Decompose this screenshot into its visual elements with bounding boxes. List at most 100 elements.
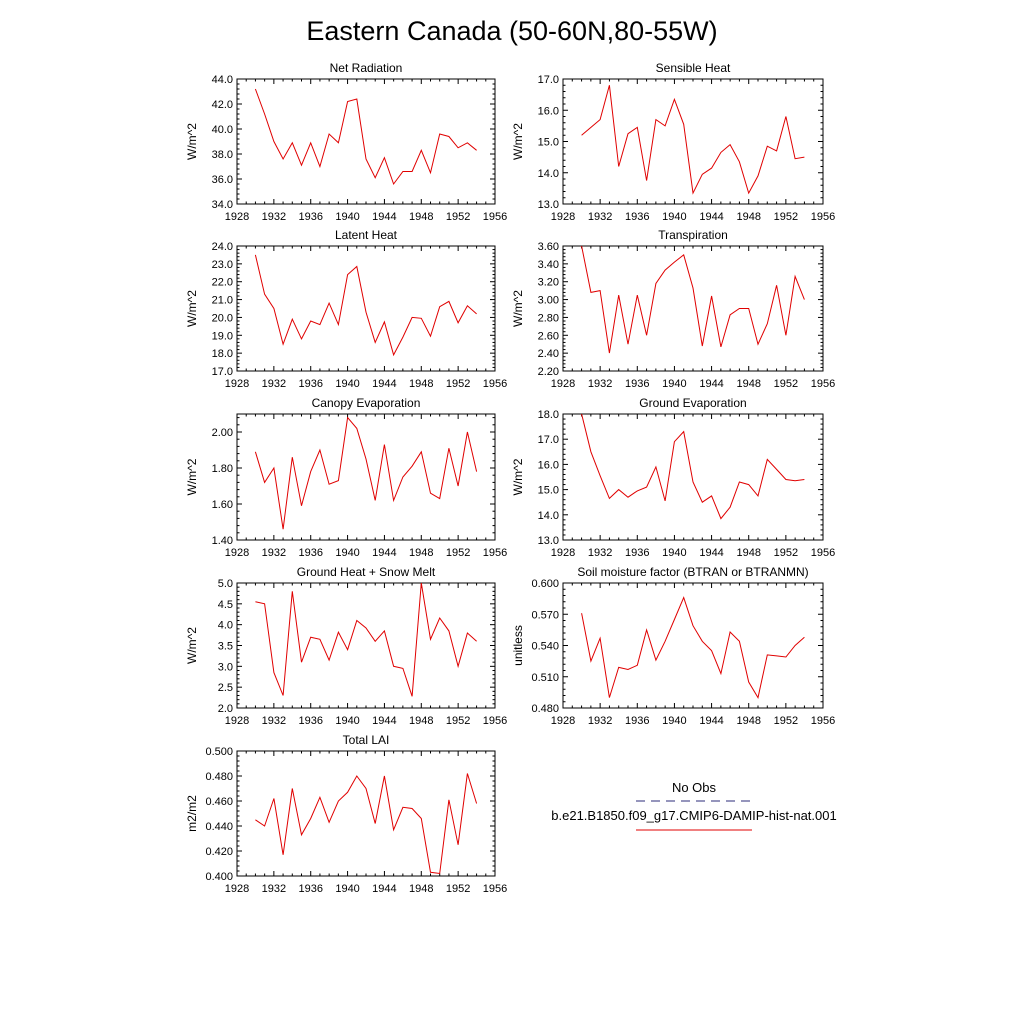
plot-frame	[236, 245, 496, 372]
y-tick-label: 21.0	[212, 295, 233, 307]
chart-panel: Latent Heat W/m^2 1928 1932 1936 1940 1944 1948…	[185, 228, 507, 390]
x-tick-label: 1948	[736, 211, 760, 223]
y-tick-label: 34.0	[212, 199, 233, 211]
x-tick-label: 1956	[483, 883, 507, 895]
x-tick-label: 1936	[298, 547, 322, 559]
x-tick-label: 1936	[298, 211, 322, 223]
y-tick-label: 0.480	[205, 771, 233, 783]
x-tick-label: 1944	[372, 715, 396, 727]
series-line	[581, 245, 805, 354]
y-tick-label: 15.0	[538, 485, 559, 497]
y-axis-label: W/m^2	[511, 123, 525, 160]
chart-panel: Ground Heat + Snow Melt W/m^2 1928 1932 1936…	[185, 565, 507, 727]
chart-panel: Sensible Heat W/m^2 1928 1932 1936 1940 1944 19…	[511, 61, 835, 223]
y-axis-label: W/m^2	[185, 627, 199, 664]
x-tick-label: 1944	[372, 378, 396, 390]
y-tick-label: 14.0	[538, 510, 559, 522]
x-tick-label: 1932	[262, 715, 286, 727]
y-tick-label: 0.500	[205, 746, 233, 758]
y-tick-label: 14.0	[538, 168, 559, 180]
x-tick-label: 1952	[774, 211, 798, 223]
x-tick-label: 1940	[662, 378, 686, 390]
x-tick-label: 1932	[588, 715, 612, 727]
x-tick-label: 1956	[811, 211, 835, 223]
x-tick-label: 1956	[483, 211, 507, 223]
x-tick-label: 1928	[225, 547, 249, 559]
chart-panels: Net Radiation W/m^2 1928 1932 1936 1940 1944 19…	[185, 61, 835, 895]
series-line	[255, 773, 478, 875]
y-tick-label: 20.0	[212, 312, 233, 324]
x-tick-label: 1940	[335, 715, 359, 727]
figure-title: Eastern Canada (50-60N,80-55W)	[306, 16, 717, 46]
y-tick-label: 0.570	[531, 609, 559, 621]
x-tick-label: 1936	[298, 715, 322, 727]
panel-title: Transpiration	[658, 228, 728, 242]
y-tick-label: 3.60	[538, 241, 559, 253]
y-axis-label: m2/m2	[185, 795, 199, 832]
series-line	[255, 582, 477, 697]
chart-panel: Canopy Evaporation W/m^2 1928 1932 1936 1940 1…	[185, 396, 507, 559]
x-tick-label: 1944	[372, 883, 396, 895]
x-tick-label: 1948	[736, 378, 760, 390]
y-axis-label: W/m^2	[511, 290, 525, 327]
y-tick-label: 22.0	[212, 277, 233, 289]
x-tick-label: 1940	[662, 715, 686, 727]
x-tick-label: 1944	[699, 211, 723, 223]
panel-title: Ground Evaporation	[639, 396, 746, 410]
x-tick-label: 1944	[699, 378, 723, 390]
x-tick-label: 1940	[335, 211, 359, 223]
y-tick-label: 0.600	[531, 578, 559, 590]
y-tick-label: 44.0	[212, 74, 233, 86]
x-tick-label: 1948	[409, 547, 433, 559]
x-tick-label: 1948	[736, 547, 760, 559]
chart-panel: Total LAI m2/m2 1928 1932 1936 1940 1944 1948 19…	[185, 733, 507, 895]
y-tick-label: 23.0	[212, 259, 233, 271]
legend-label-model: b.e21.B1850.f09_g17.CMIP6-DAMIP-hist-nat…	[551, 808, 836, 823]
y-tick-label: 0.510	[531, 672, 559, 684]
x-tick-label: 1932	[262, 378, 286, 390]
panel-title: Sensible Heat	[656, 61, 731, 75]
x-tick-label: 1944	[699, 715, 723, 727]
x-tick-label: 1936	[625, 715, 649, 727]
x-tick-label: 1932	[588, 378, 612, 390]
y-tick-label: 4.5	[218, 599, 233, 611]
plot-frame	[236, 582, 496, 709]
y-tick-label: 3.00	[538, 295, 559, 307]
plot-frame	[562, 245, 824, 372]
y-tick-label: 3.5	[218, 641, 233, 653]
y-axis-label: W/m^2	[185, 123, 199, 160]
y-tick-label: 36.0	[212, 174, 233, 186]
panel-title: Canopy Evaporation	[312, 396, 421, 410]
legend: No Obs b.e21.B1850.f09_g17.CMIP6-DAMIP-h…	[551, 780, 837, 831]
x-tick-label: 1944	[372, 547, 396, 559]
y-tick-label: 1.80	[212, 463, 233, 475]
y-tick-label: 16.0	[538, 459, 559, 471]
x-tick-label: 1928	[225, 378, 249, 390]
x-tick-label: 1952	[774, 378, 798, 390]
y-tick-label: 17.0	[212, 366, 233, 378]
series-line	[254, 416, 478, 530]
y-tick-label: 1.60	[212, 499, 233, 511]
x-tick-label: 1936	[298, 883, 322, 895]
y-tick-label: 16.0	[538, 105, 559, 117]
x-tick-label: 1948	[409, 378, 433, 390]
x-tick-label: 1952	[446, 715, 470, 727]
y-axis-label: unitless	[511, 625, 525, 666]
x-tick-label: 1928	[551, 715, 575, 727]
panel-title: Ground Heat + Snow Melt	[297, 565, 436, 579]
x-tick-label: 1940	[335, 378, 359, 390]
series-line	[581, 85, 805, 195]
y-tick-label: 13.0	[538, 535, 559, 547]
x-tick-label: 1932	[262, 883, 286, 895]
y-tick-label: 0.460	[205, 796, 233, 808]
x-tick-label: 1940	[662, 211, 686, 223]
plot-frame	[562, 78, 824, 205]
x-tick-label: 1956	[811, 378, 835, 390]
y-tick-label: 3.0	[218, 661, 233, 673]
y-tick-label: 0.420	[205, 846, 233, 858]
x-tick-label: 1948	[409, 883, 433, 895]
y-tick-label: 5.0	[218, 578, 233, 590]
y-tick-label: 18.0	[212, 348, 233, 360]
y-tick-label: 1.40	[212, 535, 233, 547]
